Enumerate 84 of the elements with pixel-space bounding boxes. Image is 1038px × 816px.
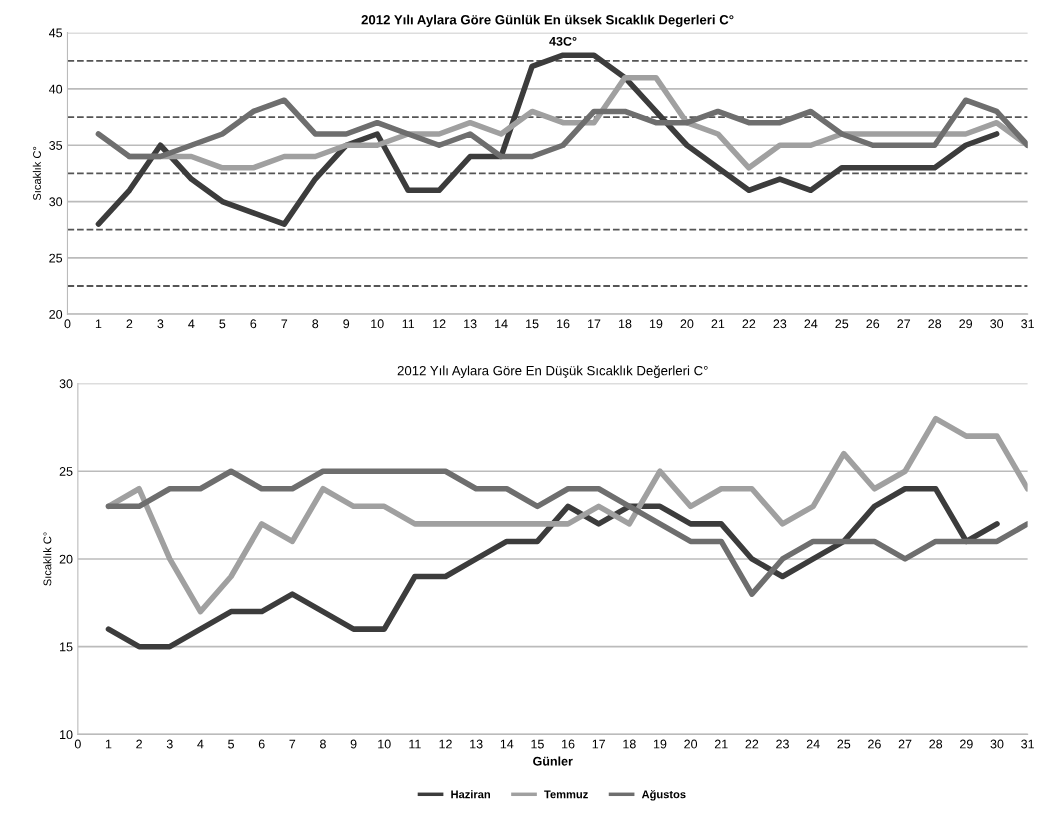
y-tick-label: 30 [49,197,63,207]
x-tick-label: 19 [649,319,663,329]
x-axis-title: Günler [533,756,573,766]
x-tick-label: 26 [868,739,881,749]
x-tick-label: 21 [714,739,728,749]
x-tick-label: 14 [500,739,514,749]
x-tick-label: 12 [439,739,452,749]
x-tick-label: 14 [495,319,508,329]
x-tick-label: 31 [1021,739,1034,749]
y-tick-label: 25 [59,467,73,476]
x-tick-label: 23 [776,739,789,749]
x-tick-label: 3 [157,319,164,329]
annotation: 43C° [549,36,577,46]
x-tick-label: 17 [588,319,601,329]
x-tick-label: 24 [806,739,820,749]
x-tick-label: 2 [136,739,142,749]
x-tick-label: 24 [804,319,818,329]
y-tick-label: 15 [60,642,73,652]
x-tick-label: 0 [74,739,81,749]
x-tick-label: 1 [95,319,102,329]
y-tick-label: 40 [48,84,63,94]
x-tick-label: 9 [350,739,357,749]
x-tick-label: 3 [166,739,173,749]
y-tick-label: 45 [48,28,63,38]
x-tick-label: 18 [623,739,636,749]
x-tick-label: 16 [557,319,570,329]
x-tick-label: 5 [228,739,234,749]
x-tick-label: 18 [618,319,632,329]
x-tick-label: 16 [562,739,575,749]
x-tick-label: 1 [105,739,112,749]
x-tick-label: 13 [464,319,477,329]
x-tick-label: 6 [250,319,257,329]
x-tick-label: 0 [64,319,71,329]
x-tick-label: 10 [378,739,391,749]
y-tick-label: 10 [60,730,73,740]
x-tick-label: 23 [773,319,787,329]
x-tick-label: 13 [470,739,483,749]
y-tick-label: 20 [59,554,73,564]
x-tick-label: 22 [742,319,756,329]
x-tick-label: 22 [745,739,759,749]
x-tick-label: 30 [990,319,1004,329]
x-tick-label: 29 [960,739,973,749]
chart-title: 2012 Yılı Aylara Göre Günlük En üksek Sıcaklık Degerleri C° [361,14,734,28]
y-tick-label: 35 [49,141,63,150]
x-tick-label: 27 [898,739,912,749]
y-axis-title: Sıcaklık C° [43,532,52,586]
legend-label: Ağustos [641,790,686,801]
x-tick-label: 11 [402,319,415,329]
y-tick-label: 20 [49,309,63,319]
x-tick-label: 19 [653,739,667,749]
y-axis-title: Sıcaklık C° [32,146,41,201]
x-tick-label: 27 [897,319,911,329]
x-tick-label: 15 [531,739,544,749]
x-tick-label: 6 [258,739,265,749]
x-tick-label: 20 [680,319,694,329]
x-tick-label: 7 [289,739,296,749]
x-tick-label: 4 [197,739,204,749]
y-tick-label: 30 [59,379,73,389]
x-tick-label: 21 [711,319,725,329]
legend-label: Haziran [451,790,490,799]
x-tick-label: 25 [835,319,849,329]
x-tick-label: 30 [990,739,1004,749]
x-tick-label: 15 [526,319,539,329]
x-tick-label: 26 [866,319,880,329]
x-tick-label: 28 [928,319,942,329]
x-tick-label: 8 [312,319,319,329]
x-tick-label: 12 [433,319,446,329]
x-tick-label: 31 [1021,319,1034,329]
x-tick-label: 17 [592,739,606,749]
x-tick-label: 7 [281,319,288,329]
x-tick-label: 2 [126,319,133,329]
y-tick-label: 25 [49,253,63,263]
x-tick-label: 25 [837,739,851,749]
chart-title: 2012 Yılı Aylara Göre En Düşük Sıcaklık Değerleri C° [397,365,708,378]
x-tick-label: 5 [219,319,226,329]
x-tick-label: 29 [959,319,973,329]
x-tick-label: 9 [343,319,350,329]
x-tick-label: 8 [320,739,326,749]
x-tick-label: 20 [684,739,698,749]
x-tick-label: 4 [188,319,195,329]
x-tick-label: 11 [409,739,421,749]
x-tick-label: 10 [371,319,384,329]
x-tick-label: 28 [929,739,943,749]
legend-label: Temmuz [544,790,588,799]
